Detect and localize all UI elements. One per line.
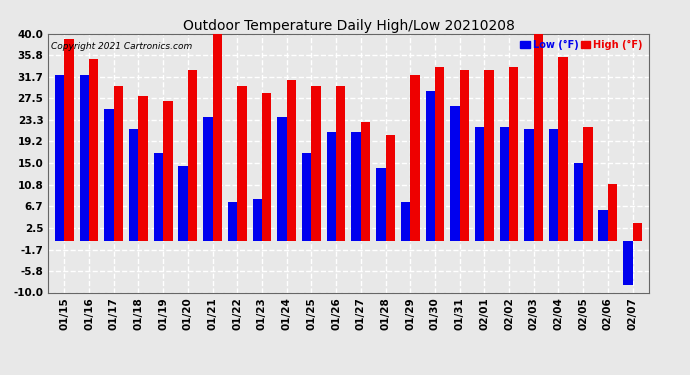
Bar	[203, 117, 213, 241]
Bar	[558, 57, 568, 241]
Bar	[524, 129, 534, 241]
Bar	[163, 101, 172, 241]
Bar	[500, 127, 509, 241]
Bar	[411, 75, 420, 241]
Bar	[598, 210, 608, 241]
Bar	[460, 70, 469, 241]
Bar	[89, 58, 99, 241]
Bar	[484, 70, 494, 241]
Bar	[401, 202, 411, 241]
Bar	[311, 86, 321, 241]
Bar	[262, 93, 271, 241]
Bar	[386, 135, 395, 241]
Bar	[351, 132, 361, 241]
Bar	[228, 202, 237, 241]
Bar	[114, 86, 123, 241]
Bar	[361, 122, 371, 241]
Bar	[129, 129, 139, 241]
Title: Outdoor Temperature Daily High/Low 20210208: Outdoor Temperature Daily High/Low 20210…	[183, 19, 514, 33]
Bar	[326, 132, 336, 241]
Bar	[139, 96, 148, 241]
Bar	[451, 106, 460, 241]
Text: Copyright 2021 Cartronics.com: Copyright 2021 Cartronics.com	[51, 42, 193, 51]
Bar	[633, 223, 642, 241]
Bar	[608, 184, 618, 241]
Bar	[154, 153, 163, 241]
Bar	[376, 168, 386, 241]
Bar	[79, 75, 89, 241]
Bar	[253, 200, 262, 241]
Bar	[583, 127, 593, 241]
Legend: Low (°F), High (°F): Low (°F), High (°F)	[520, 39, 644, 51]
Bar	[549, 129, 558, 241]
Bar	[574, 163, 583, 241]
Bar	[623, 241, 633, 285]
Bar	[426, 91, 435, 241]
Bar	[302, 153, 311, 241]
Bar	[475, 127, 484, 241]
Bar	[286, 80, 296, 241]
Bar	[237, 86, 246, 241]
Bar	[188, 70, 197, 241]
Bar	[104, 109, 114, 241]
Bar	[55, 75, 64, 241]
Bar	[509, 68, 518, 241]
Bar	[277, 117, 286, 241]
Bar	[213, 26, 222, 241]
Bar	[534, 31, 543, 241]
Bar	[179, 166, 188, 241]
Bar	[435, 68, 444, 241]
Bar	[64, 39, 74, 241]
Bar	[336, 86, 346, 241]
